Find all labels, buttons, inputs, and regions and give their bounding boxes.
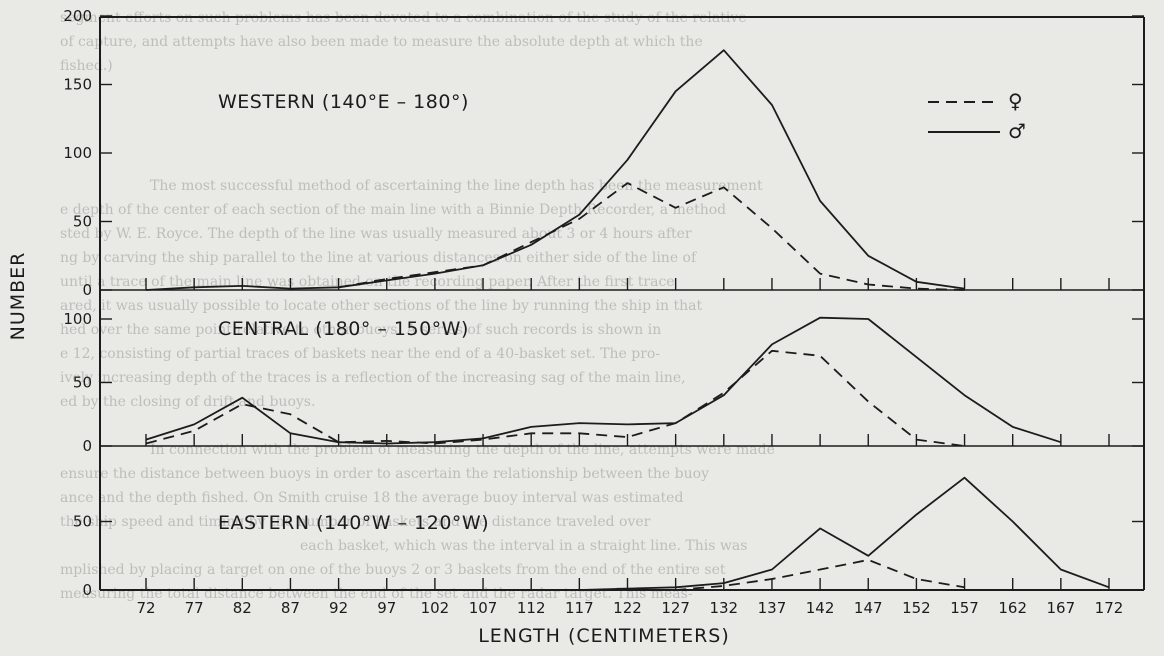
x-tick-label: 122 [613, 599, 642, 617]
background-text-line: sted by W. E. Royce. The depth of the li… [60, 226, 692, 242]
x-tick-label: 82 [233, 599, 252, 617]
x-tick-label: 127 [661, 599, 690, 617]
legend-label-female: ♀ [1008, 89, 1023, 113]
panel-title-central: CENTRAL (180° – 150°W) [218, 318, 469, 340]
background-text-line: each basket, which was the interval in a… [300, 538, 748, 554]
female-series-line [145, 349, 965, 447]
background-text-line: ensure the distance between buoys in ord… [60, 466, 709, 482]
x-tick-label: 162 [998, 599, 1027, 617]
x-tick-label: 102 [421, 599, 450, 617]
x-tick-label: 137 [758, 599, 787, 617]
series-lines [145, 49, 1110, 591]
female-series-line [531, 559, 965, 591]
x-tick-label: 107 [469, 599, 498, 617]
y-tick-label: 0 [82, 281, 92, 299]
y-tick-label: 0 [82, 581, 92, 599]
x-tick-label: 167 [1047, 599, 1076, 617]
x-axis-title: LENGTH (CENTIMETERS) [478, 625, 730, 647]
y-tick-label: 100 [63, 310, 92, 328]
male-series-line [145, 49, 965, 291]
y-tick-label: 50 [73, 513, 92, 531]
y-tick-label: 150 [63, 76, 92, 94]
legend: ♀ ♂ [928, 89, 1026, 143]
x-tick-label: 72 [136, 599, 155, 617]
y-axis-title: NUMBER [7, 252, 29, 341]
y-tick-label: 200 [63, 7, 92, 25]
x-tick-label: 97 [377, 599, 396, 617]
background-text-line: ance and the depth fished. On Smith crui… [60, 490, 684, 506]
x-tick-label: 117 [565, 599, 594, 617]
background-text-line: of capture, and attempts have also been … [60, 34, 703, 50]
x-tick-label: 172 [1095, 599, 1124, 617]
x-tick-label: 147 [854, 599, 883, 617]
legend-label-male: ♂ [1008, 119, 1026, 143]
x-tick-label: 152 [902, 599, 931, 617]
background-text-line: hed over the same point relative to othe… [60, 322, 662, 338]
x-tick-label: 92 [329, 599, 348, 617]
y-tick-label: 50 [73, 374, 92, 392]
background-text-line: ively increasing depth of the traces is … [60, 370, 686, 386]
x-tick-label: 132 [709, 599, 738, 617]
male-series-line [531, 476, 1110, 591]
axis-ticks [100, 15, 1144, 591]
x-tick-label: 77 [185, 599, 204, 617]
y-tick-label: 50 [73, 213, 92, 231]
panel-title-western: WESTERN (140°E – 180°) [218, 91, 469, 113]
x-tick-label: 112 [517, 599, 546, 617]
background-text-line: e depth of the center of each section of… [60, 202, 727, 218]
background-text-line: ng by carving the ship parallel to the l… [60, 250, 697, 266]
x-tick-label: 87 [281, 599, 300, 617]
background-text-line: the ship speed and timing by the number … [60, 514, 651, 530]
panel-title-eastern: EASTERN (140°W – 120°W) [218, 512, 489, 534]
background-text-line: ared, it was usually possible to locate … [60, 298, 703, 314]
x-tick-label: 142 [806, 599, 835, 617]
tick-labels: 0 50 100 150 200 0 50 100 0 50 72 77 82 87 92 97 102 107 1… [63, 7, 1123, 617]
background-text-line: e 12, consisting of partial traces of ba… [60, 346, 661, 362]
background-text-line: The most successful method of ascertaini… [150, 178, 763, 194]
background-text-line: mplished by placing a target on one of t… [60, 562, 726, 578]
y-tick-label: 100 [63, 144, 92, 162]
male-series-line [145, 316, 1062, 445]
x-tick-label: 157 [950, 599, 979, 617]
y-tick-label: 0 [82, 437, 92, 455]
